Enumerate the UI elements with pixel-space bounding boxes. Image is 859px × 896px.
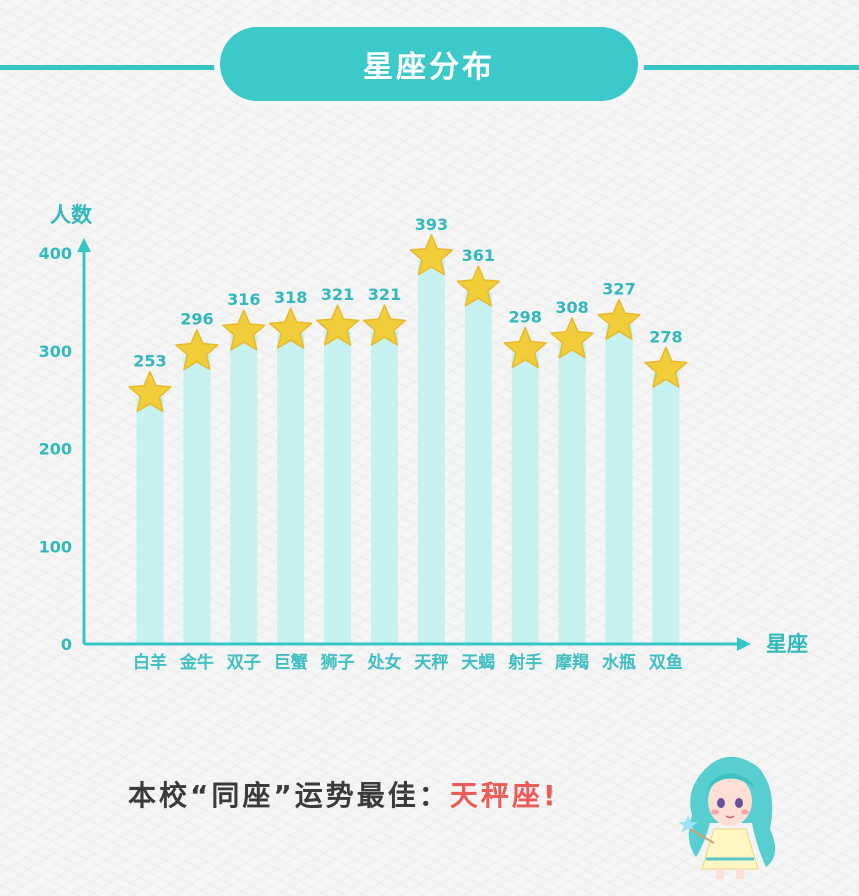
category-label: 水瓶 xyxy=(602,652,636,673)
data-label: 296 xyxy=(180,310,213,329)
y-tick-label: 400 xyxy=(39,244,72,263)
star-icon xyxy=(222,309,266,351)
data-label: 253 xyxy=(133,352,166,371)
bar xyxy=(511,352,539,643)
y-axis-arrow xyxy=(77,238,91,252)
bar xyxy=(183,354,211,643)
footer-caption: 本校“同座”运势最佳：天秤座! xyxy=(128,774,559,814)
star-icon xyxy=(456,265,500,307)
star-icon xyxy=(315,304,360,346)
footer-highlight: 天秤座! xyxy=(449,779,559,812)
category-label: 射手 xyxy=(507,652,542,673)
category-label: 金牛 xyxy=(179,652,214,673)
star-icon xyxy=(644,346,688,388)
category-label: 处女 xyxy=(367,652,402,673)
girl-illustration xyxy=(678,756,776,879)
category-label: 狮子 xyxy=(320,652,355,673)
bar xyxy=(652,372,680,643)
category-label: 天蝎 xyxy=(461,653,495,673)
data-label: 308 xyxy=(555,298,588,317)
bar xyxy=(605,324,633,643)
category-label: 双子 xyxy=(227,653,261,673)
data-label: 361 xyxy=(462,246,495,265)
data-label: 316 xyxy=(227,290,260,309)
x-axis-label: 星座 xyxy=(766,632,808,656)
star-icon xyxy=(503,326,547,369)
x-axis-arrow xyxy=(737,637,751,651)
star-icon xyxy=(550,317,594,359)
bar xyxy=(324,330,352,643)
bar xyxy=(371,330,398,643)
bar xyxy=(417,259,445,643)
y-tick-label: 300 xyxy=(39,342,72,361)
bar xyxy=(136,396,164,643)
star-icon xyxy=(409,234,454,276)
footer-text: 本校“同座”运势最佳： xyxy=(128,779,450,812)
bar xyxy=(277,333,305,643)
star-icon xyxy=(269,307,313,349)
data-label: 298 xyxy=(508,308,541,327)
data-label: 318 xyxy=(274,288,307,307)
bar xyxy=(464,291,492,643)
title-line-right xyxy=(638,65,859,70)
chart-title: 星座分布 xyxy=(363,50,495,85)
title-banner: 星座分布 xyxy=(220,27,638,101)
data-label: 278 xyxy=(649,327,682,346)
data-label: 321 xyxy=(321,285,354,304)
data-label: 321 xyxy=(368,285,401,304)
data-label: 393 xyxy=(415,215,448,234)
category-label: 双鱼 xyxy=(649,652,683,673)
category-label: 摩羯 xyxy=(555,652,589,673)
bar xyxy=(558,342,586,643)
bar xyxy=(230,335,258,643)
title-line-left xyxy=(0,65,220,70)
star-icon xyxy=(597,298,641,340)
star-icon xyxy=(128,370,172,413)
y-tick-label: 200 xyxy=(39,440,72,459)
y-axis-label: 人数 xyxy=(50,203,93,227)
data-label: 327 xyxy=(602,279,635,298)
category-label: 天秤 xyxy=(414,653,448,673)
y-tick-label: 100 xyxy=(39,537,72,556)
category-label: 白羊 xyxy=(133,652,167,673)
y-tick-label: 0 xyxy=(61,635,72,654)
star-icon xyxy=(175,328,219,371)
category-label: 巨蟹 xyxy=(274,652,308,673)
star-icon xyxy=(362,304,407,346)
